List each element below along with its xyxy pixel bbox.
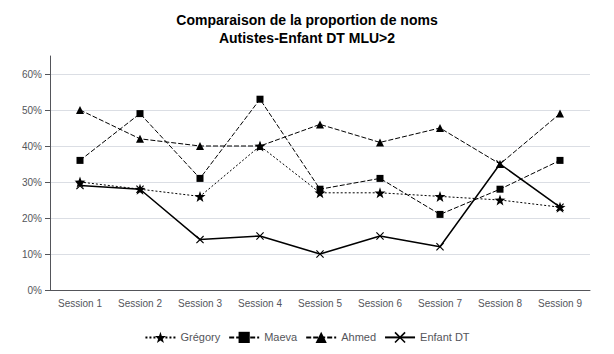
svg-text:60%: 60% <box>22 69 42 80</box>
svg-text:Session 2: Session 2 <box>118 298 162 309</box>
svg-text:40%: 40% <box>22 141 42 152</box>
svg-text:Session 6: Session 6 <box>358 298 402 309</box>
svg-text:Session 7: Session 7 <box>418 298 462 309</box>
svg-text:Enfant DT: Enfant DT <box>420 331 470 343</box>
svg-text:10%: 10% <box>22 249 42 260</box>
svg-text:Session 9: Session 9 <box>538 298 582 309</box>
svg-text:Comparaison de la proportion d: Comparaison de la proportion de noms <box>176 12 438 28</box>
svg-text:Session 8: Session 8 <box>478 298 522 309</box>
svg-text:Session 5: Session 5 <box>298 298 342 309</box>
svg-text:0%: 0% <box>28 285 43 296</box>
svg-text:Grégory: Grégory <box>180 331 220 343</box>
svg-text:50%: 50% <box>22 105 42 116</box>
svg-text:Ahmed: Ahmed <box>341 331 376 343</box>
svg-text:Session 1: Session 1 <box>58 298 102 309</box>
svg-text:Session 3: Session 3 <box>178 298 222 309</box>
svg-text:20%: 20% <box>22 213 42 224</box>
svg-text:30%: 30% <box>22 177 42 188</box>
svg-text:Maeva: Maeva <box>264 331 298 343</box>
svg-text:Session 4: Session 4 <box>238 298 282 309</box>
svg-text:Autistes-Enfant DT MLU>2: Autistes-Enfant DT MLU>2 <box>219 30 395 46</box>
